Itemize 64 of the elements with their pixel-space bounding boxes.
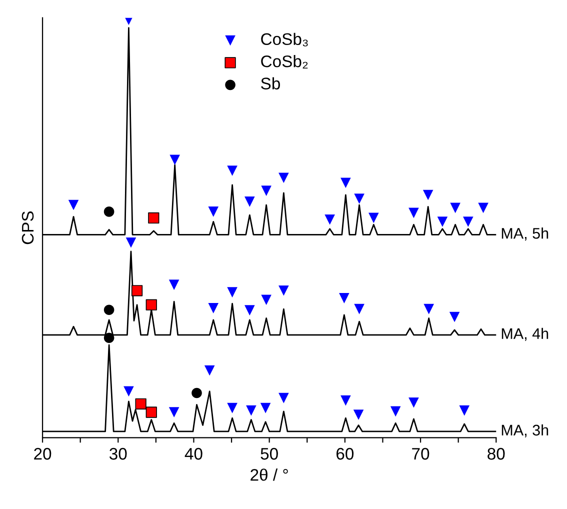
point <box>437 216 448 227</box>
point <box>450 202 460 214</box>
point <box>227 287 238 298</box>
point <box>192 388 202 398</box>
point <box>244 305 255 316</box>
x-tick-label: 70 <box>412 448 430 460</box>
point <box>278 286 289 296</box>
legend-label: CoSb₂ <box>261 55 308 69</box>
point <box>104 304 114 316</box>
point <box>208 206 219 217</box>
x-tick-label: 20 <box>34 448 52 460</box>
point <box>131 285 143 296</box>
point <box>354 304 364 314</box>
point <box>390 406 401 417</box>
point <box>422 190 434 200</box>
point <box>339 293 350 304</box>
point <box>124 386 134 397</box>
point <box>408 397 419 408</box>
point <box>340 395 351 406</box>
point <box>168 280 180 290</box>
point <box>148 212 160 224</box>
point <box>146 299 157 310</box>
series-label: MA, 4h <box>502 328 548 341</box>
point <box>324 214 335 225</box>
point <box>424 304 434 314</box>
point <box>408 208 419 218</box>
point <box>463 216 474 227</box>
point <box>261 186 272 196</box>
point <box>278 172 289 183</box>
point <box>146 406 157 418</box>
point <box>126 237 136 248</box>
point <box>354 194 364 204</box>
point <box>478 202 488 214</box>
legend-label: CoSb₃ <box>261 32 308 46</box>
point <box>368 212 379 224</box>
legend-label: Sb <box>261 77 280 90</box>
x-tick-label: 40 <box>184 448 202 460</box>
point <box>227 402 238 414</box>
point <box>204 365 215 376</box>
point <box>208 303 219 314</box>
point <box>261 294 272 306</box>
point <box>170 154 180 166</box>
y-axis-title: CPS <box>22 211 34 244</box>
x-tick-label: 60 <box>336 448 354 460</box>
point <box>104 332 114 344</box>
x-tick-label: 80 <box>488 448 505 460</box>
point <box>135 398 146 410</box>
point <box>278 392 289 404</box>
series-label: MA, 5h <box>502 228 548 241</box>
point <box>168 407 180 418</box>
point <box>246 405 256 416</box>
x-axis-title: 2θ / ° <box>250 468 288 481</box>
point <box>340 178 351 188</box>
series-label: MA, 3h <box>502 424 548 438</box>
point <box>104 206 114 217</box>
point <box>353 410 364 420</box>
point <box>244 196 255 207</box>
point <box>227 166 238 176</box>
point <box>449 312 460 322</box>
x-tick-label: 30 <box>109 448 127 460</box>
point <box>68 200 79 210</box>
point <box>459 405 470 416</box>
x-tick-label: 50 <box>260 448 278 460</box>
point <box>260 402 271 414</box>
